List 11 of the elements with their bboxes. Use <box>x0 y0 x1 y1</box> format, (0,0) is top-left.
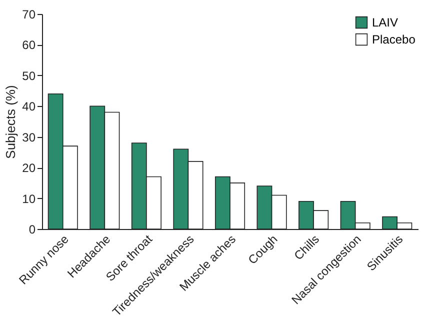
y-tick-label: 70 <box>22 8 36 22</box>
y-tick-label: 30 <box>22 130 36 144</box>
y-tick-label: 50 <box>22 68 36 83</box>
legend-label: Placebo <box>372 32 416 46</box>
y-tick-label: 20 <box>22 161 36 176</box>
y-tick-label: 0 <box>28 222 36 236</box>
y-axis-title: Subjects (%) <box>3 85 18 159</box>
y-tick-label: 40 <box>22 100 36 114</box>
legend-label: LAIV <box>372 16 398 30</box>
y-tick-label: 10 <box>22 192 36 206</box>
y-tick-label: 60 <box>22 38 36 52</box>
